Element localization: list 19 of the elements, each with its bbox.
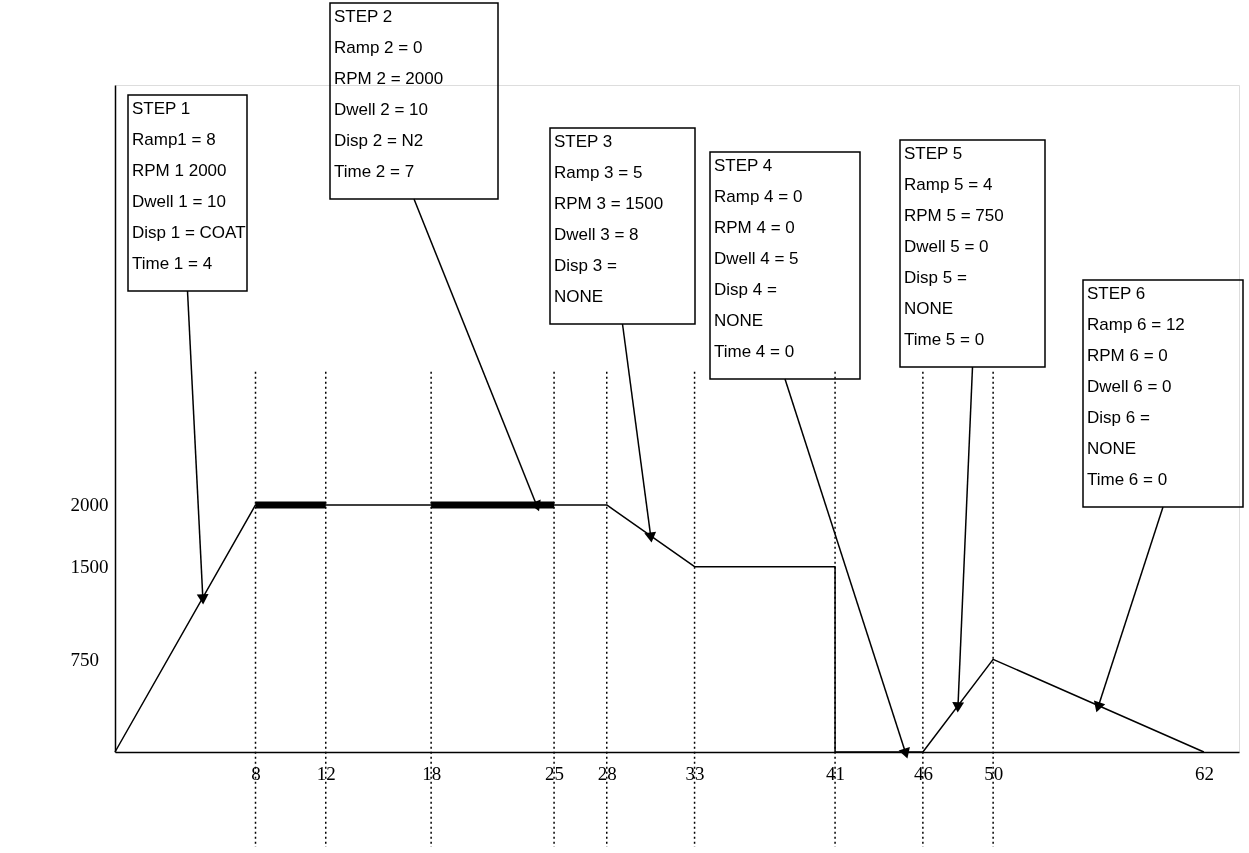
x-tick-label: 25 [545, 762, 565, 784]
y-tick-label: 1500 [70, 556, 109, 578]
annotation: STEP 6 Ramp 6 = 12 RPM 6 = 0 Dwell 6 = 0 Disp 6 = NONE Time 6 = 0 [1087, 284, 1185, 489]
x-tick-label: 46 [913, 762, 933, 784]
x-tick-label: 28 [597, 762, 617, 784]
annotation: STEP 2 Ramp 2 = 0 RPM 2 = 2000 Dwell 2 = 10 Disp 2 = N2 Time 2 = 7 [334, 7, 444, 181]
x-tick-label: 12 [316, 762, 336, 784]
x-tick-label: 33 [685, 762, 705, 784]
annotation: STEP 3 Ramp 3 = 5 RPM 3 = 1500 Dwell 3 = 8 Disp 3 = NONE [554, 132, 664, 306]
x-tick-label: 18 [422, 762, 442, 784]
annotation: STEP 5 Ramp 5 = 4 RPM 5 = 750 Dwell 5 = 0 Disp 5 = NONE Time 5 = 0 [904, 144, 1004, 349]
y-tick-label: 750 [70, 648, 99, 670]
y-tick-label: 2000 [70, 494, 109, 516]
annotation: STEP 4 Ramp 4 = 0 RPM 4 = 0 Dwell 4 = 5 Disp 4 = NONE Time 4 = 0 [714, 156, 803, 361]
x-tick-label: 8 [251, 762, 261, 784]
x-tick-label: 41 [826, 762, 846, 784]
x-tick-label: 62 [1194, 762, 1214, 784]
annotation: STEP 1 Ramp1 = 8 RPM 1 2000 Dwell 1 = 10 Disp 1 = COAT Time 1 = 4 [132, 99, 246, 273]
x-tick-label: 50 [984, 762, 1004, 784]
